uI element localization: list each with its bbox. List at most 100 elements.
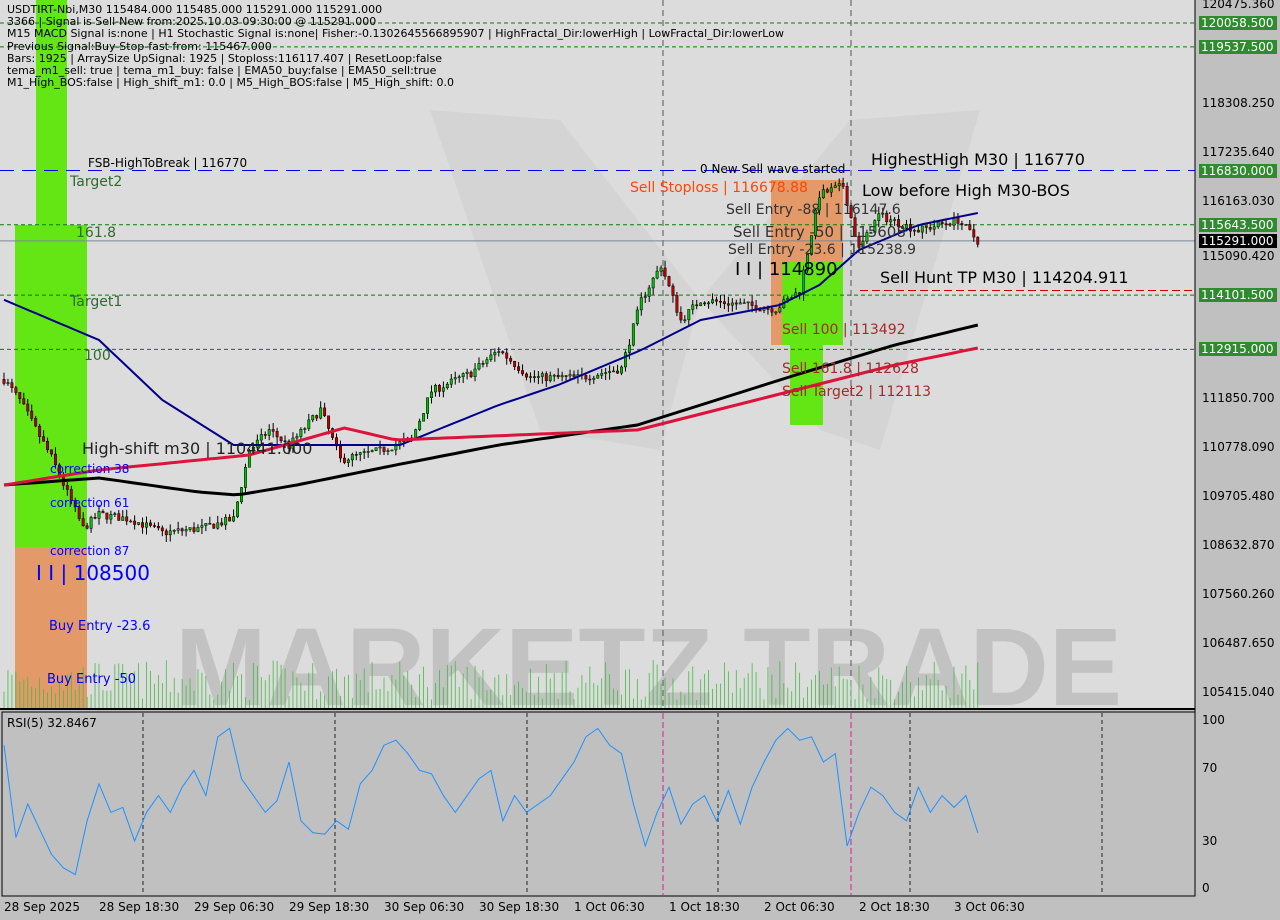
rsi-label: RSI(5) 32.8467 (7, 716, 97, 730)
candle (956, 217, 960, 224)
time-tick: 1 Oct 06:30 (574, 900, 645, 914)
candle (267, 429, 271, 436)
candle (93, 517, 97, 519)
candle (829, 187, 833, 193)
candle (604, 372, 608, 374)
header-line: M15 MACD Signal is:none | H1 Stochastic … (7, 27, 784, 41)
candle (414, 429, 418, 439)
candle (259, 434, 263, 441)
candle (774, 311, 778, 314)
candle (742, 302, 746, 305)
candle (703, 302, 707, 305)
price-tick: 118308.250 (1202, 96, 1275, 110)
candle (50, 449, 53, 455)
candle (691, 304, 695, 310)
candle (137, 522, 141, 525)
price-level-box: 119537.500 (1199, 39, 1277, 54)
candle (437, 385, 441, 392)
candle (370, 450, 374, 452)
watermark-logo (430, 110, 700, 450)
candle (719, 301, 722, 303)
candle (65, 485, 69, 490)
candle (746, 301, 750, 304)
header-line: tema_m1_sell: true | tema_m1_buy: false … (7, 63, 437, 77)
candle (699, 302, 703, 307)
candle (651, 277, 655, 289)
candle (339, 445, 342, 459)
candle (196, 527, 200, 532)
candle (968, 224, 972, 230)
candle (220, 522, 224, 526)
sell-entry-88-label: Sell Entry -88 | 116147.6 (726, 202, 901, 218)
candle (449, 378, 453, 385)
candle (422, 413, 426, 422)
candle (346, 459, 350, 463)
candle (758, 309, 762, 312)
candle (778, 307, 782, 313)
price-level-box: 115291.000 (1199, 233, 1277, 248)
candle (10, 382, 14, 388)
candle (22, 398, 26, 405)
candle (204, 523, 208, 526)
candle (164, 530, 168, 536)
candle (643, 296, 647, 298)
time-tick: 28 Sep 2025 (4, 900, 81, 914)
candle (184, 529, 188, 532)
price-tick: 107560.260 (1202, 587, 1275, 601)
sell-entry-236-label: Sell Entry -23.6 | 115238.9 (728, 242, 917, 258)
price-tick: 109705.480 (1202, 489, 1275, 503)
candle (810, 235, 813, 255)
header-line: Bars: 1925 | ArraySize UpSignal: 1925 | … (7, 51, 442, 65)
candle (837, 183, 841, 187)
price-tick: 120475.360 (1202, 0, 1275, 11)
time-tick: 2 Oct 18:30 (859, 900, 930, 914)
highest-high-label: HighestHigh M30 | 116770 (871, 150, 1085, 169)
time-tick: 30 Sep 06:30 (384, 900, 465, 914)
candle (109, 514, 113, 520)
candle (572, 374, 576, 377)
sell-target2-label: Sell Target2 | 112113 (782, 384, 932, 400)
buy-entry-236-label: Buy Entry -23.6 (49, 619, 151, 634)
candle (857, 235, 861, 248)
candle (707, 302, 711, 305)
candle (841, 183, 845, 187)
buy-entry-50-label: Buy Entry -50 (47, 672, 136, 687)
candle (881, 212, 885, 215)
candle (639, 297, 643, 311)
candle (825, 189, 829, 193)
candle (485, 359, 489, 364)
candle (374, 447, 378, 451)
price-tick: 117235.640 (1202, 145, 1275, 159)
candle (271, 429, 275, 432)
candle (461, 373, 465, 378)
price-level-box: 115643.500 (1199, 217, 1277, 232)
price-level-box: 116830.000 (1199, 163, 1277, 178)
moving-averages (3, 212, 979, 497)
candle (418, 420, 422, 430)
candle (299, 428, 303, 437)
candle (180, 528, 184, 532)
candle (845, 186, 849, 206)
candle (568, 374, 572, 377)
candle (877, 213, 881, 221)
candle (493, 352, 497, 356)
candle (382, 446, 386, 452)
candle (608, 371, 612, 373)
candle (236, 501, 239, 517)
candle (101, 511, 105, 514)
candle (912, 229, 916, 232)
sell-entry-50-label: Sell Entry -50 | 115608 (733, 223, 906, 241)
time-tick: 2 Oct 06:30 (764, 900, 835, 914)
candle (311, 415, 315, 421)
candle (552, 374, 556, 377)
candle (849, 205, 853, 218)
candle (430, 391, 433, 398)
time-tick: 28 Sep 18:30 (99, 900, 180, 914)
price-level-box: 114101.500 (1199, 288, 1277, 303)
candle (441, 387, 445, 392)
candle (129, 520, 133, 523)
sell-hunt-tp-label: Sell Hunt TP M30 | 114204.911 (880, 268, 1129, 287)
candle (525, 373, 528, 378)
candle (6, 382, 10, 384)
